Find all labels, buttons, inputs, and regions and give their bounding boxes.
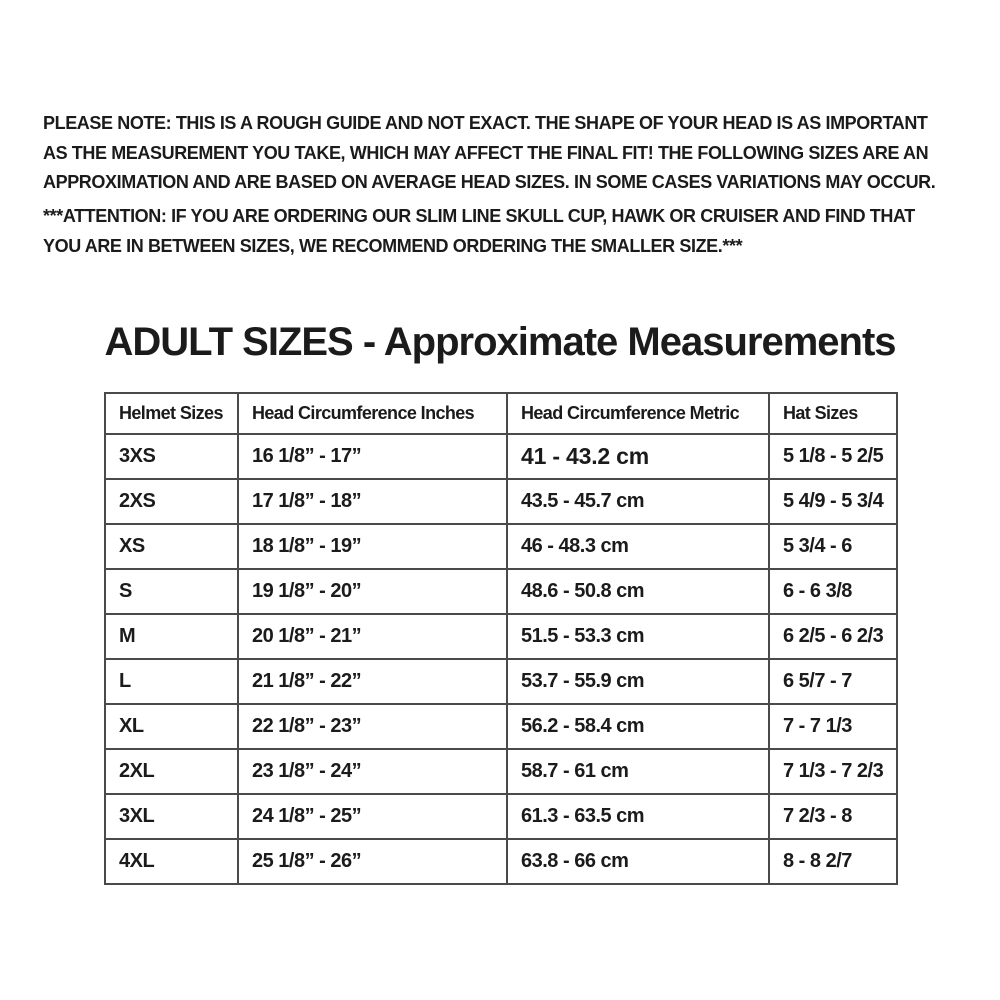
table-cell: 4XL bbox=[104, 838, 239, 885]
table-cell: 16 1/8” - 17” bbox=[237, 433, 508, 480]
table-cell: XS bbox=[104, 523, 239, 570]
table-cell: 3XL bbox=[104, 793, 239, 840]
table-cell: 56.2 - 58.4 cm bbox=[506, 703, 770, 750]
table-cell: 18 1/8” - 19” bbox=[237, 523, 508, 570]
table-cell: 7 1/3 - 7 2/3 bbox=[768, 748, 898, 795]
table-cell: 17 1/8” - 18” bbox=[237, 478, 508, 525]
table-cell: 6 2/5 - 6 2/3 bbox=[768, 613, 898, 660]
note-line-2: AS THE MEASUREMENT YOU TAKE, WHICH MAY A… bbox=[43, 142, 929, 163]
table-row: L 21 1/8” - 22” 53.7 - 55.9 cm 6 5/7 - 7 bbox=[104, 658, 898, 705]
table-cell: 19 1/8” - 20” bbox=[237, 568, 508, 615]
table-cell: 5 3/4 - 6 bbox=[768, 523, 898, 570]
table-row: XS 18 1/8” - 19” 46 - 48.3 cm 5 3/4 - 6 bbox=[104, 523, 898, 570]
table-cell: 22 1/8” - 23” bbox=[237, 703, 508, 750]
table-cell: 7 2/3 - 8 bbox=[768, 793, 898, 840]
table-cell: 46 - 48.3 cm bbox=[506, 523, 770, 570]
page-title: ADULT SIZES - Approximate Measurements bbox=[104, 320, 896, 364]
column-header-head-circumference-metric: Head Circumference Metric bbox=[506, 392, 770, 435]
table-row: 2XS 17 1/8” - 18” 43.5 - 45.7 cm 5 4/9 - 5 … bbox=[104, 478, 898, 525]
table-row: 3XL 24 1/8” - 25” 61.3 - 63.5 cm 7 2/3 - 8 bbox=[104, 793, 898, 840]
table-cell: 63.8 - 66 cm bbox=[506, 838, 770, 885]
note-line-1: PLEASE NOTE: THIS IS A ROUGH GUIDE AND N… bbox=[43, 113, 928, 133]
table-cell: 21 1/8” - 22” bbox=[237, 658, 508, 705]
column-header-hat-sizes: Hat Sizes bbox=[768, 392, 898, 435]
table-cell: S bbox=[104, 568, 239, 615]
table-cell: 48.6 - 50.8 cm bbox=[506, 568, 770, 615]
table-row: 2XL 23 1/8” - 24” 58.7 - 61 cm 7 1/3 - 7 2/… bbox=[104, 748, 898, 795]
column-header-head-circumference-inches: Head Circumference Inches bbox=[237, 392, 508, 435]
attention-line-2: YOU ARE IN BETWEEN SIZES, WE RECOMMEND O… bbox=[43, 235, 743, 256]
table-cell: 2XL bbox=[104, 748, 239, 795]
table-cell: 5 1/8 - 5 2/5 bbox=[768, 433, 898, 480]
table-row: 3XS 16 1/8” - 17” 41 - 43.2 cm 5 1/8 - 5 2/… bbox=[104, 433, 898, 480]
table-cell: 3XS bbox=[104, 433, 239, 480]
table-row: S 19 1/8” - 20” 48.6 - 50.8 cm 6 - 6 3/8 bbox=[104, 568, 898, 615]
table-cell: XL bbox=[104, 703, 239, 750]
table-cell: 7 - 7 1/3 bbox=[768, 703, 898, 750]
note-line-3: APPROXIMATION AND ARE BASED ON AVERAGE H… bbox=[43, 172, 936, 192]
table-cell: 43.5 - 45.7 cm bbox=[506, 478, 770, 525]
attention-line-1: ***ATTENTION: IF YOU ARE ORDERING OUR SL… bbox=[43, 206, 915, 226]
table-cell: 61.3 - 63.5 cm bbox=[506, 793, 770, 840]
table-row: 4XL 25 1/8” - 26” 63.8 - 66 cm 8 - 8 2/7 bbox=[104, 838, 898, 885]
table-row: XL 22 1/8” - 23” 56.2 - 58.4 cm 7 - 7 1/3 bbox=[104, 703, 898, 750]
table-cell: 24 1/8” - 25” bbox=[237, 793, 508, 840]
table-cell: 41 - 43.2 cm bbox=[506, 433, 770, 480]
table-cell: 6 - 6 3/8 bbox=[768, 568, 898, 615]
table-cell: 5 4/9 - 5 3/4 bbox=[768, 478, 898, 525]
table-cell: 58.7 - 61 cm bbox=[506, 748, 770, 795]
table-cell: M bbox=[104, 613, 239, 660]
table-header-row: Helmet Sizes Head Circumference Inches H… bbox=[104, 392, 898, 435]
table-cell: 8 - 8 2/7 bbox=[768, 838, 898, 885]
adult-sizes-table: Helmet Sizes Head Circumference Inches H… bbox=[104, 392, 898, 885]
table-cell: 25 1/8” - 26” bbox=[237, 838, 508, 885]
table-cell: 20 1/8” - 21” bbox=[237, 613, 508, 660]
attention-paragraph: ***ATTENTION: IF YOU ARE ORDERING OUR SL… bbox=[43, 202, 968, 261]
table-row: M 20 1/8” - 21” 51.5 - 53.3 cm 6 2/5 - 6 2/… bbox=[104, 613, 898, 660]
table-cell: 23 1/8” - 24” bbox=[237, 748, 508, 795]
table-cell: 6 5/7 - 7 bbox=[768, 658, 898, 705]
table-cell: 51.5 - 53.3 cm bbox=[506, 613, 770, 660]
table-cell: L bbox=[104, 658, 239, 705]
column-header-helmet-sizes: Helmet Sizes bbox=[104, 392, 239, 435]
table-cell: 53.7 - 55.9 cm bbox=[506, 658, 770, 705]
table-cell: 2XS bbox=[104, 478, 239, 525]
please-note-paragraph: PLEASE NOTE: THIS IS A ROUGH GUIDE AND N… bbox=[43, 109, 968, 198]
